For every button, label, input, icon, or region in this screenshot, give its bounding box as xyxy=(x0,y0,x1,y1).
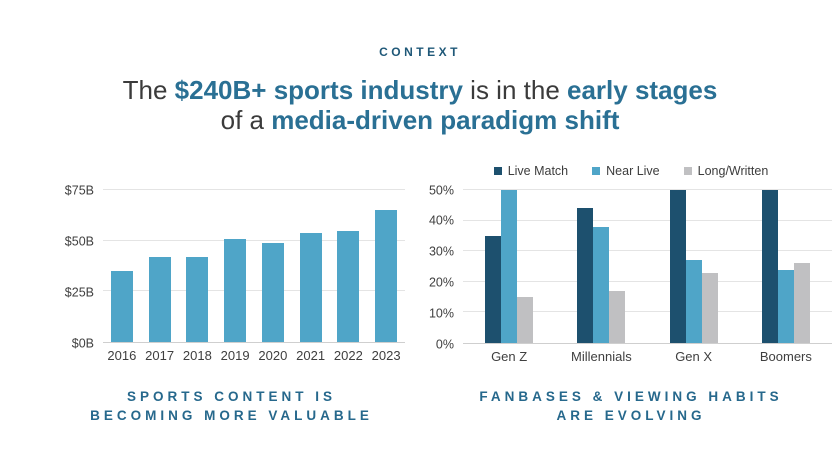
x-tick-label: 2016 xyxy=(107,348,137,363)
bar-group xyxy=(367,190,405,342)
bar xyxy=(224,238,247,342)
y-axis: $0B $25B $50B $75B xyxy=(58,184,103,349)
y-tick-label: 40% xyxy=(428,213,454,228)
legend-swatch-icon xyxy=(683,166,692,175)
bar-group xyxy=(179,190,217,342)
x-tick-label: 2021 xyxy=(296,348,326,363)
gridline xyxy=(103,290,405,292)
bar xyxy=(609,290,626,343)
x-tick-label: Gen Z xyxy=(491,349,528,364)
eyebrow-label: CONTEXT xyxy=(379,45,461,59)
y-tick-label: $25B xyxy=(64,284,94,299)
chart-body: $0B $25B $50B $75B xyxy=(58,184,405,349)
bar-group xyxy=(292,190,330,342)
x-tick-label: Gen X xyxy=(675,349,713,364)
bar xyxy=(593,226,610,343)
title-text: is in the xyxy=(462,75,568,105)
title-line-1: The $240B+ sports industry is in the ear… xyxy=(0,75,840,105)
page-title: The $240B+ sports industry is in the ear… xyxy=(0,75,840,135)
title-accent-text: media-driven paradigm shift xyxy=(271,105,620,135)
bar-group xyxy=(330,190,368,342)
x-tick-label: 2022 xyxy=(333,348,363,363)
gridline xyxy=(463,189,832,190)
bar-group xyxy=(216,190,254,342)
gridline xyxy=(103,239,405,241)
y-tick-label: 0% xyxy=(435,336,454,351)
legend-swatch-icon xyxy=(592,166,601,175)
y-tick-label: 10% xyxy=(428,305,454,320)
viewing-habits-chart: Live Match Near Live Long/Written 0% 10% 20%… xyxy=(428,163,832,364)
bar xyxy=(501,190,518,343)
chart-legend: Live Match Near Live Long/Written xyxy=(430,163,832,178)
bar xyxy=(299,232,322,342)
bar xyxy=(186,256,209,342)
revenue-bar-chart: $0B $25B $50B $75B 2016 2017 2018 2019 2020 2021… xyxy=(58,184,405,363)
title-text: of a xyxy=(220,105,272,135)
legend-item: Live Match xyxy=(493,163,569,178)
x-axis: Gen Z Millennials Gen X Boomers xyxy=(463,349,832,364)
bar xyxy=(777,269,794,343)
legend-label: Live Match xyxy=(507,163,569,178)
bar xyxy=(485,235,502,343)
bar xyxy=(793,263,810,343)
gridline xyxy=(463,280,832,282)
bar xyxy=(669,190,686,343)
bar xyxy=(685,260,702,343)
bar-group xyxy=(740,190,832,343)
caption-line: ARE EVOLVING xyxy=(556,408,706,423)
title-text: The xyxy=(122,75,175,105)
x-tick-label: Millennials xyxy=(571,349,632,364)
gridline xyxy=(463,219,832,221)
y-tick-label: $50B xyxy=(64,233,94,248)
bar xyxy=(577,208,594,343)
bar-group xyxy=(141,190,179,342)
bar xyxy=(517,297,534,343)
caption-line: SPORTS CONTENT IS xyxy=(126,389,336,404)
y-tick-label: 50% xyxy=(428,182,454,197)
bar xyxy=(148,256,171,342)
plot-area xyxy=(463,189,832,344)
bar-group xyxy=(254,190,292,342)
bar xyxy=(701,272,718,343)
bar xyxy=(337,230,360,342)
caption-line: BECOMING MORE VALUABLE xyxy=(90,408,373,423)
x-tick-label: Boomers xyxy=(759,349,812,364)
x-axis: 2016 2017 2018 2019 2020 2021 2022 2023 xyxy=(103,348,405,363)
caption-right: FANBASES & VIEWING HABITS ARE EVOLVING xyxy=(430,387,832,425)
bar-group xyxy=(463,190,555,343)
x-tick-label: 2023 xyxy=(371,348,401,363)
y-tick-label: $75B xyxy=(64,182,94,197)
gridline xyxy=(463,311,832,313)
y-tick-label: 20% xyxy=(428,275,454,290)
x-tick-label: 2018 xyxy=(182,348,212,363)
bar xyxy=(261,242,284,342)
bar xyxy=(110,271,133,342)
chart-body: 0% 10% 20% 30% 40% 50% xyxy=(428,184,832,350)
legend-item: Long/Written xyxy=(683,163,769,178)
title-line-2: of a media-driven paradigm shift xyxy=(0,105,840,135)
plot-area xyxy=(103,189,405,343)
bar-group xyxy=(648,190,740,343)
x-tick-label: 2020 xyxy=(258,348,288,363)
y-tick-label: $0B xyxy=(71,335,94,350)
gridline xyxy=(103,189,405,190)
caption-left: SPORTS CONTENT IS BECOMING MORE VALUABLE xyxy=(58,387,405,425)
title-accent-text: $240B+ sports industry xyxy=(174,75,463,105)
caption-line: FANBASES & VIEWING HABITS xyxy=(479,389,783,404)
title-accent-text: early stages xyxy=(567,75,718,105)
bar-group xyxy=(103,190,141,342)
x-tick-label: 2019 xyxy=(220,348,250,363)
legend-label: Near Live xyxy=(606,163,660,178)
bar-group xyxy=(555,190,647,343)
bar xyxy=(375,210,398,342)
bar xyxy=(761,190,778,343)
x-tick-label: 2017 xyxy=(145,348,175,363)
legend-swatch-icon xyxy=(493,166,502,175)
legend-item: Near Live xyxy=(592,164,660,178)
gridline xyxy=(463,250,832,252)
y-tick-label: 30% xyxy=(428,244,454,259)
legend-label: Long/Written xyxy=(697,163,769,178)
y-axis: 0% 10% 20% 30% 40% 50% xyxy=(428,184,463,350)
